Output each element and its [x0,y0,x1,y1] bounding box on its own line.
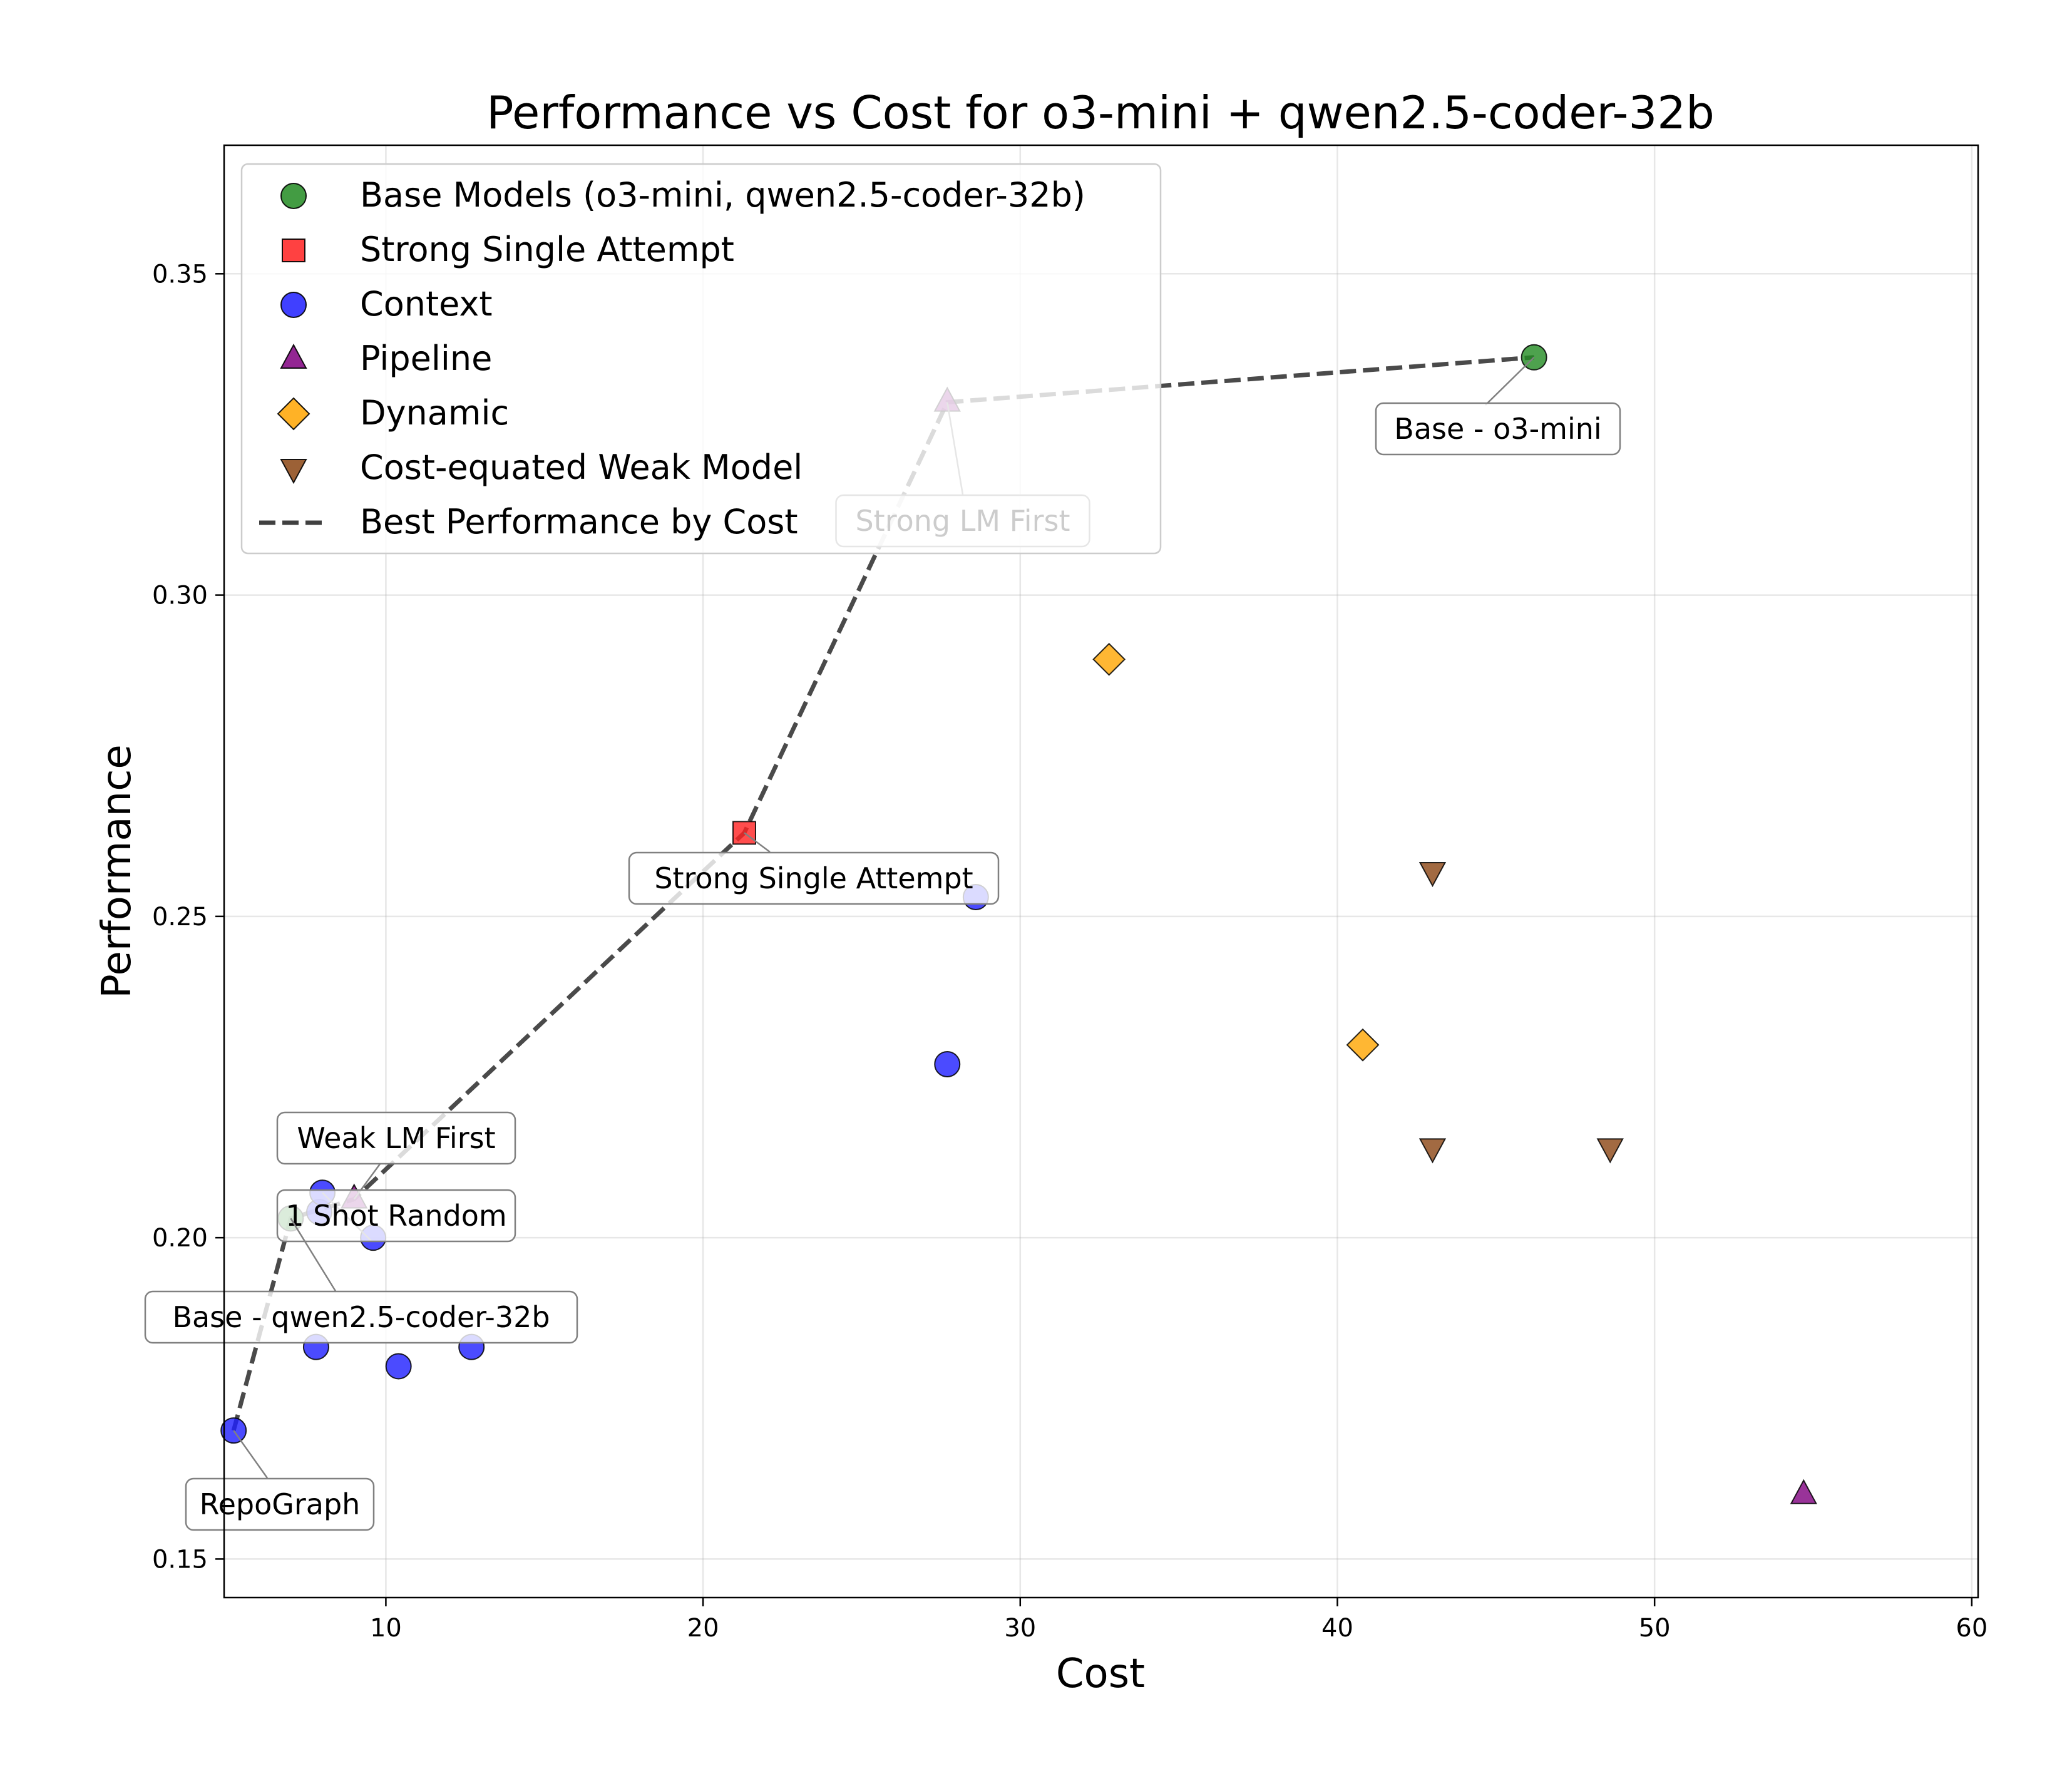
y-tick-label: 0.15 [152,1545,208,1574]
legend-label: Pipeline [360,339,492,378]
x-axis-label: Cost [1056,1651,1145,1697]
annotation-box [276,1189,516,1243]
legend-marker [280,459,307,485]
legend-label: Best Performance by Cost [360,502,798,541]
annotation-connector [290,1218,337,1293]
context-point [934,1050,961,1077]
x-tick-label: 20 [687,1614,719,1643]
annotation-box [144,1290,578,1344]
annotation-connector [1485,356,1535,406]
annotation-box [1375,402,1621,456]
legend-entry: Dynamic [277,393,509,433]
legend-label: Strong Single Attempt [360,230,734,269]
x-tick-label: 30 [1004,1614,1036,1643]
y-axis-label: Performance [94,744,140,998]
legend-entry: Pipeline [280,339,492,378]
y-tick-label: 0.20 [152,1224,208,1253]
legend-entry: Cost-equated Weak Model [280,448,803,487]
annotation-connector [744,832,771,853]
legend-entry: Best Performance by Cost [259,502,798,541]
legend-label: Cost-equated Weak Model [360,448,803,487]
x-tick-label: 10 [370,1614,402,1643]
legend-marker [280,343,307,369]
legend-box [240,163,1162,555]
annotation: 1 Shot Random [276,1189,516,1243]
legend-label: Context [360,284,493,324]
annotation: Strong Single Attempt [628,832,1000,905]
annotation: RepoGraph [185,1430,375,1531]
annotation: Base - o3-mini [1375,356,1621,456]
annotation-label: Base - qwen2.5-coder-32b [172,1300,550,1334]
annotation-label: RepoGraph [200,1487,361,1521]
annotation: Weak LM First [276,1111,516,1200]
context-point [385,1353,412,1380]
annotation-label: Strong Single Attempt [654,861,973,895]
pipeline-point [1790,1479,1817,1504]
legend-marker [277,397,310,431]
x-tick-label: 50 [1639,1614,1671,1643]
y-tick-label: 0.25 [152,903,208,932]
annotation-label: Weak LM First [297,1121,495,1155]
legend: Base Models (o3-mini, qwen2.5-coder-32b)… [240,163,1162,555]
legend-entry: Strong Single Attempt [282,230,734,269]
y-tick-label: 0.30 [152,582,208,610]
annotation-label: 1 Shot Random [285,1199,507,1233]
annotation-label: Base - o3-mini [1394,412,1601,446]
legend-marker [280,183,307,209]
annotation-box [628,851,1000,905]
dynamic-point [1346,1028,1380,1062]
annotation-box [276,1111,516,1165]
legend-marker [282,239,305,262]
x-tick-label: 40 [1321,1614,1353,1643]
x-tick-label: 60 [1956,1614,1987,1643]
annotation-connector [233,1430,269,1479]
legend-marker [280,292,307,318]
legend-entry: Base Models (o3-mini, qwen2.5-coder-32b) [280,175,1085,215]
axis-ticks: 10 20 30 40 50 60 0.15 0.20 0.25 0.30 0.35 [152,260,1987,1643]
legend-label: Dynamic [360,393,509,433]
annotation: Base - qwen2.5-coder-32b [144,1218,578,1344]
legend-entry: Context [280,284,493,324]
y-tick-label: 0.35 [152,260,208,289]
weak-point [1418,1138,1447,1164]
legend-label: Base Models (o3-mini, qwen2.5-coder-32b) [360,175,1085,215]
weak-point [1596,1138,1624,1164]
annotation-box [185,1477,375,1531]
chart-title: Performance vs Cost for o3-mini + qwen2.… [486,86,1715,139]
plot-frame [223,144,1979,1599]
dynamic-point [1092,642,1126,676]
weak-point [1418,862,1447,888]
